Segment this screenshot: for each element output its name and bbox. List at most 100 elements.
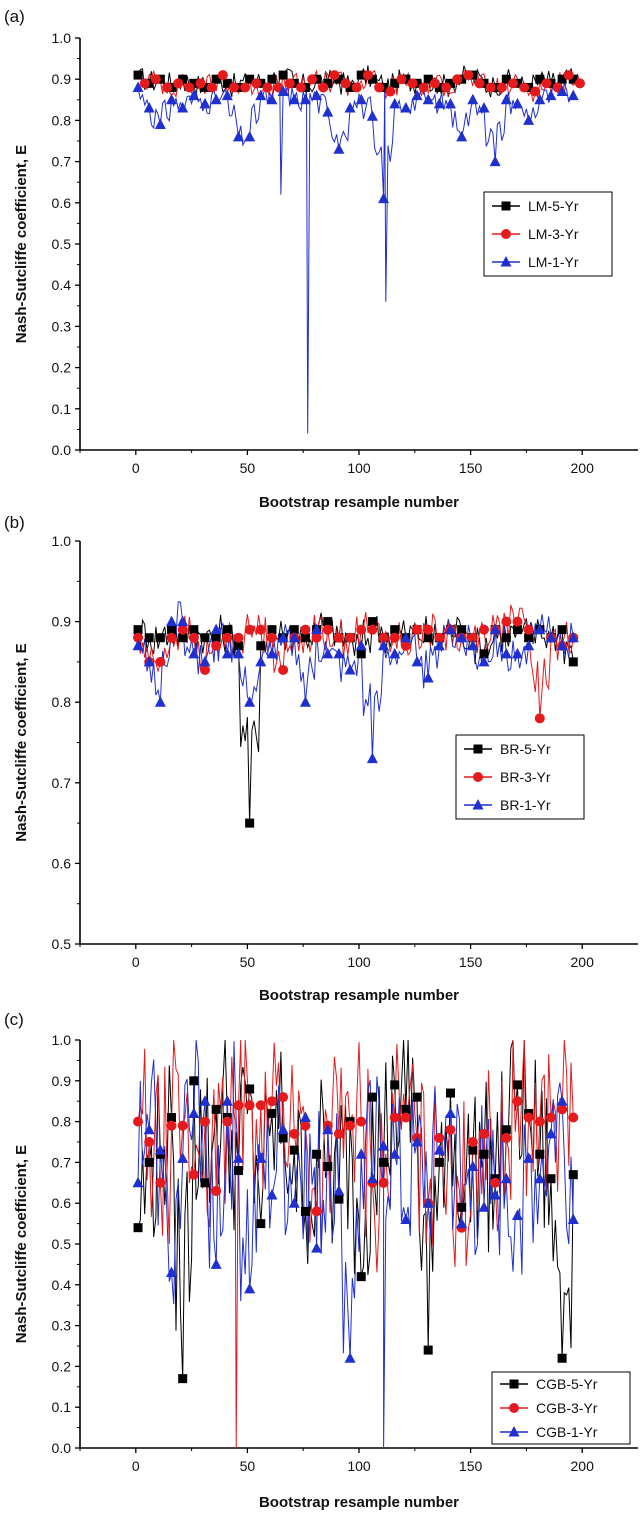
data-point-LM-3-Yr (374, 82, 385, 93)
data-point-CGB-1-Yr (422, 1197, 434, 1208)
data-point-BR-1-Yr (556, 639, 568, 651)
data-point-BR-5-Yr (178, 633, 188, 643)
data-point-BR-5-Yr (233, 641, 243, 651)
x-tick-label: 0 (132, 460, 140, 476)
data-point-BR-3-Yr (523, 624, 534, 635)
data-point-LM-3-Yr (195, 78, 206, 89)
x-axis-title: Bootstrap resample number (259, 987, 459, 1004)
data-point-CGB-1-Yr (166, 1266, 178, 1278)
legend: BR-5-Yr BR-3-Yr BR-1-Yr (455, 734, 585, 820)
legend: LM-5-Yr LM-3-Yr LM-1-Yr (483, 191, 613, 277)
data-point-CGB-1-Yr (467, 1160, 479, 1171)
data-point-BR-1-Yr (311, 623, 323, 635)
x-tick-label: 50 (240, 954, 256, 970)
data-point-LM-1-Yr (366, 110, 378, 121)
y-tick-label: 0.0 (52, 1440, 72, 1456)
y-axis-title: Nash-Sutcliffe coefficient, E (13, 1145, 30, 1343)
data-point-LM-1-Yr (177, 102, 189, 113)
data-point-BR-1-Yr (221, 647, 233, 659)
data-point-BR-5-Yr (144, 633, 154, 643)
legend-label-CGB-5-Yr: CGB-5-Yr (536, 1376, 598, 1392)
data-point-LM-3-Yr (418, 82, 429, 93)
data-point-LM-3-Yr (463, 70, 474, 81)
data-point-BR-3-Yr (467, 632, 478, 643)
data-point-CGB-5-Yr (401, 1104, 411, 1114)
y-tick-label: 1.0 (52, 533, 72, 549)
data-point-BR-5-Yr (557, 625, 567, 635)
data-point-CGB-3-Yr (490, 1177, 501, 1188)
y-tick-label: 0.0 (52, 442, 72, 458)
data-point-LM-5-Yr (446, 78, 456, 88)
data-point-LM-5-Yr (245, 74, 255, 84)
data-point-BR-5-Yr (189, 625, 199, 635)
data-point-CGB-3-Yr (345, 1120, 356, 1131)
x-tick-label: 200 (571, 954, 595, 970)
x-tick-label: 150 (459, 460, 483, 476)
data-point-CGB-3-Yr (177, 1120, 188, 1131)
y-axis-title: Nash-Sutcliffe coefficient, E (13, 145, 30, 343)
data-point-BR-1-Yr (400, 631, 412, 643)
data-point-CGB-3-Yr (523, 1112, 534, 1123)
data-point-CGB-5-Yr (512, 1080, 522, 1090)
data-point-LM-1-Yr (545, 89, 557, 101)
data-point-CGB-3-Yr (244, 1100, 255, 1111)
data-point-LM-5-Yr (501, 74, 511, 84)
data-point-CGB-1-Yr (500, 1172, 512, 1184)
x-tick-label: 100 (347, 954, 371, 970)
data-point-BR-1-Yr (411, 655, 423, 667)
data-point-CGB-3-Yr (356, 1116, 367, 1127)
data-point-CGB-5-Yr (379, 1157, 389, 1167)
data-point-CGB-1-Yr (333, 1184, 345, 1196)
legend-marker-BR-3-Yr (473, 772, 483, 782)
data-point-CGB-1-Yr (489, 1189, 501, 1200)
data-point-CGB-5-Yr (457, 1202, 467, 1212)
data-point-LM-1-Yr (244, 130, 256, 142)
data-point-BR-1-Yr (333, 647, 345, 659)
data-point-BR-5-Yr (267, 625, 277, 635)
data-point-BR-3-Yr (512, 616, 523, 627)
data-point-LM-1-Yr (188, 89, 200, 101)
data-point-BR-1-Yr (511, 647, 523, 659)
data-point-CGB-1-Yr (445, 1107, 457, 1118)
data-point-CGB-5-Yr (167, 1113, 177, 1123)
data-point-LM-5-Yr (133, 70, 143, 80)
data-point-BR-5-Yr (323, 617, 333, 627)
data-point-CGB-3-Yr (467, 1137, 478, 1147)
data-point-CGB-1-Yr (366, 1172, 378, 1184)
legend-label-CGB-3-Yr: CGB-3-Yr (536, 1400, 598, 1416)
data-point-BR-3-Yr (378, 632, 389, 643)
data-point-BR-5-Yr (423, 633, 433, 643)
data-point-LM-1-Yr (355, 93, 367, 105)
x-tick-label: 150 (459, 1458, 483, 1474)
data-point-LM-3-Yr (184, 82, 195, 93)
x-tick-label: 200 (571, 460, 595, 476)
data-point-BR-1-Yr (378, 639, 390, 651)
data-point-CGB-5-Yr (501, 1125, 511, 1135)
y-tick-label: 0.6 (52, 1195, 72, 1211)
x-axis-title: Bootstrap resample number (259, 1494, 459, 1511)
data-point-CGB-1-Yr (523, 1152, 535, 1163)
y-tick-label: 0.9 (52, 71, 72, 87)
data-point-LM-3-Yr (541, 78, 552, 89)
data-point-CGB-3-Yr (333, 1128, 344, 1139)
data-point-CGB-1-Yr (567, 1213, 579, 1225)
data-point-CGB-1-Yr (244, 1282, 256, 1294)
data-point-CGB-1-Yr (311, 1242, 323, 1253)
data-point-BR-3-Yr (400, 640, 411, 651)
data-point-LM-1-Yr (288, 93, 300, 105)
y-tick-label: 0.4 (52, 1277, 72, 1293)
legend-label-CGB-1-Yr: CGB-1-Yr (536, 1424, 598, 1440)
data-point-LM-3-Yr (496, 82, 507, 93)
data-point-CGB-3-Yr (568, 1112, 579, 1123)
data-point-BR-1-Yr (244, 696, 256, 707)
data-point-LM-3-Yr (396, 74, 407, 85)
legend-label-BR-3-Yr: BR-3-Yr (500, 769, 551, 785)
data-point-LM-3-Yr (563, 70, 574, 81)
data-point-CGB-3-Yr (534, 1116, 545, 1127)
data-point-CGB-1-Yr (277, 1123, 289, 1135)
data-point-LM-1-Yr (344, 102, 356, 113)
data-point-BR-3-Yr (255, 624, 266, 635)
data-point-CGB-5-Yr (546, 1174, 556, 1184)
data-point-LM-3-Yr (307, 74, 318, 85)
data-point-CGB-3-Yr (445, 1124, 456, 1135)
